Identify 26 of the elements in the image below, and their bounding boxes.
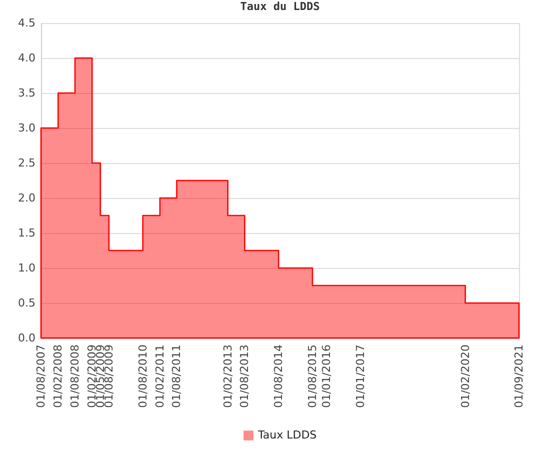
y-tick-label: 3.5 [18,86,36,100]
x-tick-label: 01/08/2008 [68,344,82,408]
x-tick-label: 01/02/2011 [153,344,166,408]
x-tick-label: 01/08/2015 [306,344,319,408]
x-tick-label: 01/08/2013 [238,344,252,408]
x-tick-label: 01/08/2010 [136,344,150,408]
y-tick-label: 0.0 [18,332,36,344]
y-tick-label: 4.5 [18,16,36,30]
x-tick-label: 01/08/2014 [272,344,286,408]
x-tick-label: 01/08/2007 [34,344,48,408]
y-tick-label: 0.5 [18,296,36,310]
y-tick-label: 3.0 [18,122,36,134]
legend-label: Taux LDDS [257,428,317,442]
y-tick-label: 2.5 [18,156,36,170]
chart-title: Taux du LDDS [240,0,320,13]
y-tick-label: 4.0 [18,52,36,64]
y-tick-label: 1.5 [18,226,36,240]
x-tick-label: 01/01/2016 [320,344,334,408]
x-tick-label: 01/02/2008 [52,344,65,408]
x-tick-label: 01/02/2013 [221,344,234,408]
x-tick-label: 01/02/2020 [458,344,472,408]
x-tick-label: 01/01/2017 [354,344,368,408]
x-tick-label: 01/08/2011 [170,344,184,408]
y-tick-label: 2.0 [18,192,36,204]
y-tick-label: 1.0 [18,262,36,274]
x-tick-label: 01/09/2021 [512,344,526,408]
